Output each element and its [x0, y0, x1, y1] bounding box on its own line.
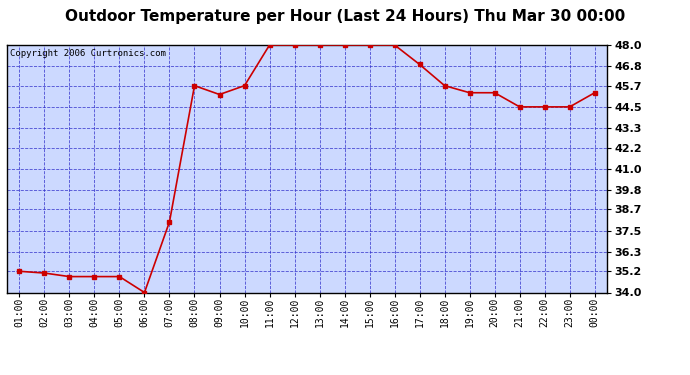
- Text: Copyright 2006 Curtronics.com: Copyright 2006 Curtronics.com: [10, 49, 166, 58]
- Text: Outdoor Temperature per Hour (Last 24 Hours) Thu Mar 30 00:00: Outdoor Temperature per Hour (Last 24 Ho…: [65, 9, 625, 24]
